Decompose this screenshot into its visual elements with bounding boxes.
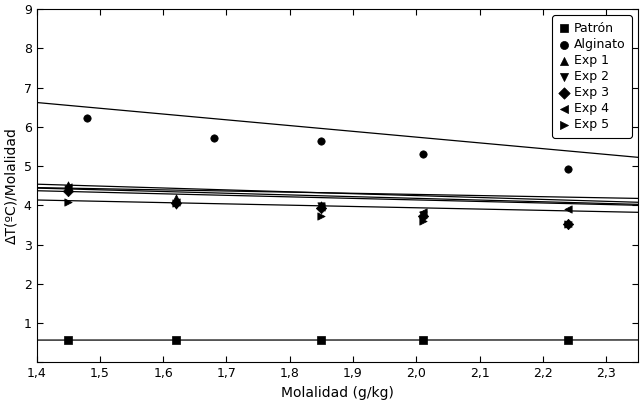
- Exp 3: [171, 200, 181, 207]
- Patrón: [63, 337, 73, 343]
- Patrón: [171, 337, 181, 343]
- Patrón: [317, 337, 327, 343]
- Exp 2: [63, 186, 73, 192]
- Exp 5: [417, 218, 428, 224]
- Exp 5: [171, 200, 181, 207]
- Exp 1: [563, 220, 573, 226]
- Exp 3: [317, 205, 327, 211]
- Exp 4: [317, 204, 327, 210]
- Alginato: [317, 137, 327, 144]
- Alginato: [209, 134, 219, 141]
- Legend: Patrón, Alginato, Exp 1, Exp 2, Exp 3, Exp 4, Exp 5: Patrón, Alginato, Exp 1, Exp 2, Exp 3, E…: [553, 15, 632, 138]
- Exp 1: [317, 202, 327, 208]
- Exp 1: [63, 181, 73, 188]
- X-axis label: Molalidad (g/kg): Molalidad (g/kg): [281, 386, 394, 400]
- Patrón: [563, 337, 573, 343]
- Exp 4: [171, 199, 181, 206]
- Patrón: [417, 337, 428, 343]
- Exp 3: [417, 213, 428, 220]
- Exp 3: [63, 188, 73, 194]
- Exp 3: [563, 221, 573, 227]
- Alginato: [417, 151, 428, 158]
- Exp 1: [417, 211, 428, 217]
- Y-axis label: ΔT(ºC)/Molalidad: ΔT(ºC)/Molalidad: [4, 127, 18, 244]
- Exp 5: [63, 199, 73, 206]
- Exp 4: [63, 183, 73, 190]
- Alginato: [82, 115, 92, 122]
- Exp 2: [171, 202, 181, 208]
- Exp 4: [563, 206, 573, 212]
- Exp 1: [171, 195, 181, 202]
- Exp 2: [563, 222, 573, 228]
- Alginato: [563, 166, 573, 173]
- Exp 5: [563, 221, 573, 227]
- Exp 2: [317, 203, 327, 209]
- Exp 2: [417, 212, 428, 219]
- Exp 5: [317, 213, 327, 220]
- Exp 4: [417, 209, 428, 216]
